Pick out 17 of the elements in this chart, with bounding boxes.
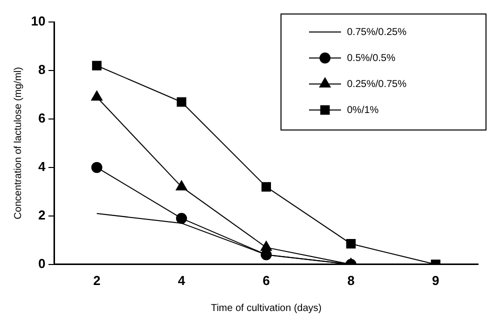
x-tick-label: 4: [178, 272, 186, 288]
y-tick-label: 6: [38, 110, 46, 126]
y-tick-label: 4: [38, 159, 46, 174]
y-tick-label: 8: [38, 62, 46, 78]
y-axis-title: Concentration of lactulose (mg/ml): [12, 67, 24, 220]
y-tick-label: 10: [30, 14, 46, 29]
legend-label: 0.5%/0.5%: [347, 52, 396, 64]
x-tick-label: 9: [432, 272, 440, 288]
x-axis-title: Time of cultivation (days): [210, 302, 322, 314]
y-tick-label: 2: [38, 208, 46, 222]
y-tick-label: 0: [38, 256, 46, 271]
x-tick-label: 8: [347, 272, 355, 288]
legend-label: 0.25%/0.75%: [347, 78, 407, 90]
legend-label: 0.75%/0.25%: [347, 26, 407, 38]
x-tick-label: 2: [93, 272, 100, 288]
legend-label: 0%/1%: [347, 104, 379, 116]
x-tick-label: 6: [262, 272, 270, 288]
